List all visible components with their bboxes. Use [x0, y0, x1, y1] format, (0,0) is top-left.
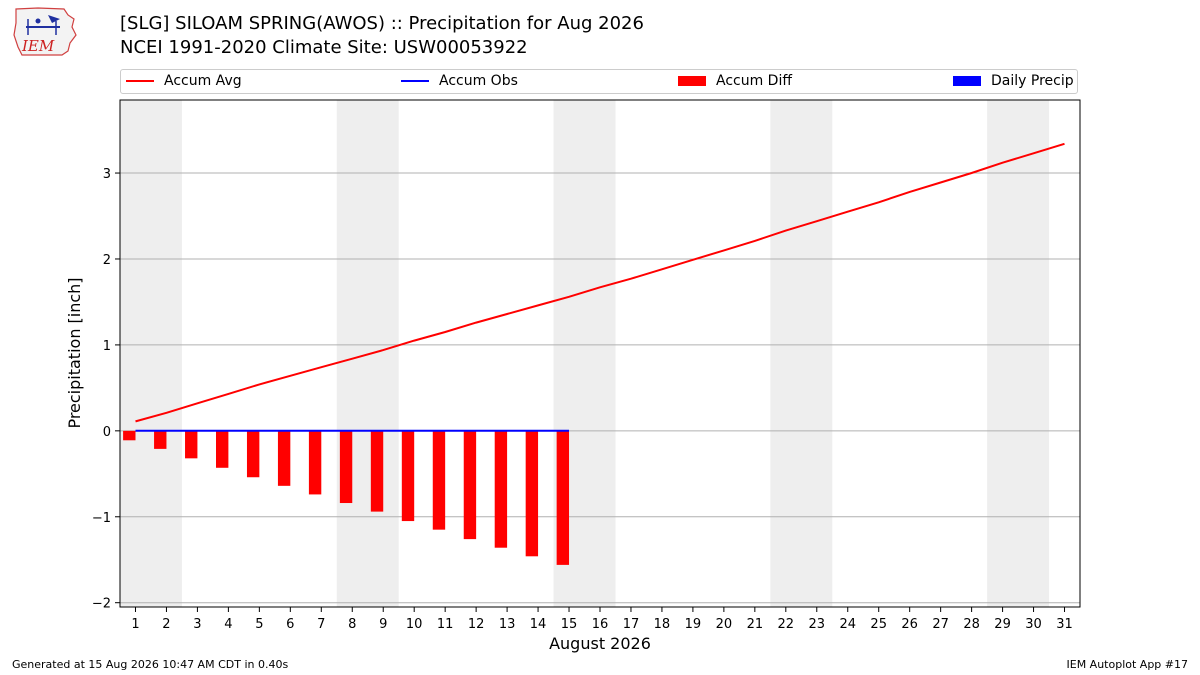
x-tick-label: 30 [1025, 617, 1042, 632]
y-tick-label: −1 [92, 511, 111, 526]
x-tick-label: 3 [193, 617, 201, 632]
y-tick-label: 2 [103, 253, 111, 268]
x-tick-label: 28 [963, 617, 980, 632]
accum-avg-line [135, 142, 1065, 423]
chart-title: [SLG] SILOAM SPRING(AWOS) :: Precipitati… [120, 13, 644, 34]
legend-swatch-accum-avg [126, 80, 154, 82]
x-tick-label: 13 [499, 617, 516, 632]
legend: Accum Avg Accum Obs Accum Diff Daily Pre… [120, 69, 1078, 94]
legend-item-accum-avg: Accum Avg [126, 73, 242, 89]
chart-subtitle: NCEI 1991-2020 Climate Site: USW00053922 [120, 37, 528, 58]
y-tick-label: 3 [103, 167, 111, 182]
accum-diff-bar [308, 430, 322, 495]
accum-diff-bar [246, 430, 260, 478]
x-tick-label: 18 [654, 617, 671, 632]
x-tick-label: 15 [561, 617, 578, 632]
legend-item-accum-diff: Accum Diff [678, 73, 792, 89]
x-tick-label: 10 [406, 617, 423, 632]
y-tick-label: −2 [92, 597, 111, 612]
accum-diff-bar [277, 430, 291, 486]
x-tick-label: 23 [809, 617, 826, 632]
accum-diff-bar [463, 430, 477, 540]
x-tick-label: 11 [437, 617, 454, 632]
y-tick-label: 0 [103, 425, 111, 440]
x-tick-label: 5 [255, 617, 263, 632]
y-axis-label: Precipitation [inch] [65, 277, 84, 428]
x-tick-label: 7 [317, 617, 325, 632]
x-tick-label: 14 [530, 617, 547, 632]
accum-diff-bar [216, 430, 229, 468]
x-tick-label: 16 [592, 617, 609, 632]
x-tick-label: 1 [131, 617, 139, 632]
accum-diff-bar [494, 430, 508, 548]
accum-diff-bar [525, 430, 539, 557]
footer-app: IEM Autoplot App #17 [1066, 658, 1189, 671]
accum-diff-bar [432, 430, 446, 530]
footer-generated: Generated at 15 Aug 2026 10:47 AM CDT in… [12, 658, 289, 671]
x-tick-label: 21 [747, 617, 764, 632]
legend-label-accum-obs: Accum Obs [439, 73, 518, 89]
weekend-band-4 [987, 100, 1050, 607]
y-tick-label: 1 [103, 339, 111, 354]
x-tick-label: 6 [286, 617, 294, 632]
weekend-band-0 [120, 100, 182, 607]
diff-bars [123, 430, 570, 565]
legend-swatch-accum-diff [678, 76, 706, 86]
x-tick-label: 9 [379, 617, 387, 632]
legend-label-accum-diff: Accum Diff [716, 73, 793, 89]
y-axis: −2 −1 0 1 2 3 [92, 167, 120, 612]
legend-swatch-daily-precip [953, 76, 981, 86]
legend-label-accum-avg: Accum Avg [164, 73, 242, 89]
accum-diff-bar [370, 430, 384, 512]
legend-label-daily-precip: Daily Precip [991, 73, 1074, 89]
x-tick-label: 12 [468, 617, 485, 632]
x-tick-label: 20 [716, 617, 733, 632]
accum-diff-bar [339, 430, 353, 504]
accum-diff-bar [185, 430, 198, 459]
x-tick-label: 29 [994, 617, 1011, 632]
series-lines [135, 142, 1065, 432]
x-tick-label: 19 [685, 617, 702, 632]
legend-item-accum-obs: Accum Obs [401, 73, 518, 89]
x-tick-label: 17 [623, 617, 640, 632]
x-tick-label: 24 [839, 617, 856, 632]
x-tick-label: 26 [901, 617, 918, 632]
x-tick-label: 22 [778, 617, 795, 632]
iem-logo: IEM [13, 7, 77, 56]
weekend-band-3 [770, 100, 833, 607]
x-tick-label: 27 [932, 617, 949, 632]
x-axis: 1 2 3 4 5 6 7 8 9 10 11 12 13 14 15 16 17 18 19 20 21 22 23 24 2… [131, 607, 1073, 632]
x-tick-label: 4 [224, 617, 232, 632]
accum-diff-bar [154, 430, 167, 449]
weekend-shading [120, 100, 1050, 607]
x-tick-label: 25 [870, 617, 887, 632]
x-axis-label: August 2026 [549, 634, 651, 653]
x-tick-label: 31 [1056, 617, 1073, 632]
x-tick-label: 2 [162, 617, 170, 632]
accum-diff-bar [556, 430, 570, 565]
grid-lines [120, 172, 1080, 604]
legend-swatch-accum-obs [401, 80, 429, 82]
logo-text: IEM [21, 37, 55, 55]
accum-diff-bar [123, 430, 136, 441]
x-tick-label: 8 [348, 617, 356, 632]
legend-item-daily-precip: Daily Precip [953, 73, 1074, 89]
accum-diff-bar [401, 430, 415, 522]
